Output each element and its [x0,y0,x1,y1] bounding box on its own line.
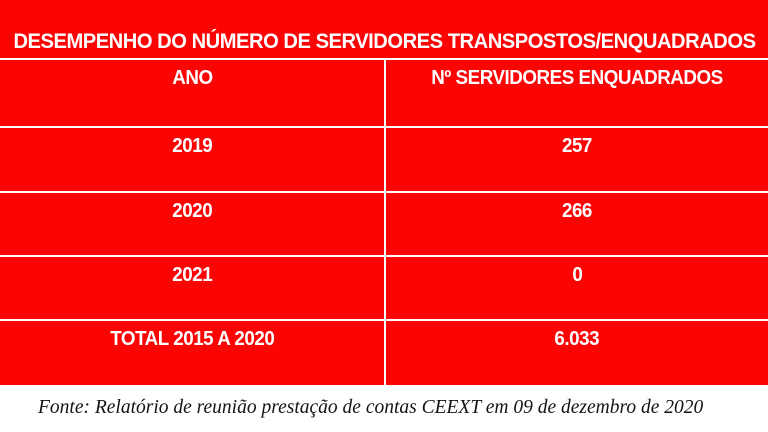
header-cell-ano: ANO [0,60,386,126]
table-title: DESEMPENHO DO NÚMERO DE SERVIDORES TRANS… [12,30,756,53]
header-ano-label: ANO [171,67,213,89]
cell-servidores-2021: 0 [386,257,768,319]
source-note: Fonte: Relatório de reunião prestação de… [38,397,704,418]
table-header-row: ANO Nº SERVIDORES ENQUADRADOS [0,60,768,128]
header-cell-servidores: Nº SERVIDORES ENQUADRADOS [386,60,768,126]
table-row: 2021 0 [0,257,768,321]
servidores-table: DESEMPENHO DO NÚMERO DE SERVIDORES TRANS… [0,0,768,385]
ano-value: 2021 [172,264,212,286]
cell-servidores-2020: 266 [386,193,768,255]
cell-ano-2020: 2020 [0,193,386,255]
servidores-value: 266 [562,200,592,222]
total-value: 6.033 [554,328,600,350]
header-servidores-label: Nº SERVIDORES ENQUADRADOS [431,67,723,89]
cell-servidores-total: 6.033 [386,321,768,385]
cell-ano-2019: 2019 [0,128,386,191]
cell-servidores-2019: 257 [386,128,768,191]
servidores-value: 0 [572,264,582,286]
cell-ano-total: TOTAL 2015 A 2020 [0,321,386,385]
table-row-total: TOTAL 2015 A 2020 6.033 [0,321,768,385]
ano-value: 2020 [172,200,212,222]
cell-ano-2021: 2021 [0,257,386,319]
table-title-row: DESEMPENHO DO NÚMERO DE SERVIDORES TRANS… [0,0,768,60]
ano-value: 2019 [172,135,212,157]
servidores-value: 257 [562,135,592,157]
total-label: TOTAL 2015 A 2020 [109,328,275,350]
table-row: 2019 257 [0,128,768,193]
table-row: 2020 266 [0,193,768,257]
